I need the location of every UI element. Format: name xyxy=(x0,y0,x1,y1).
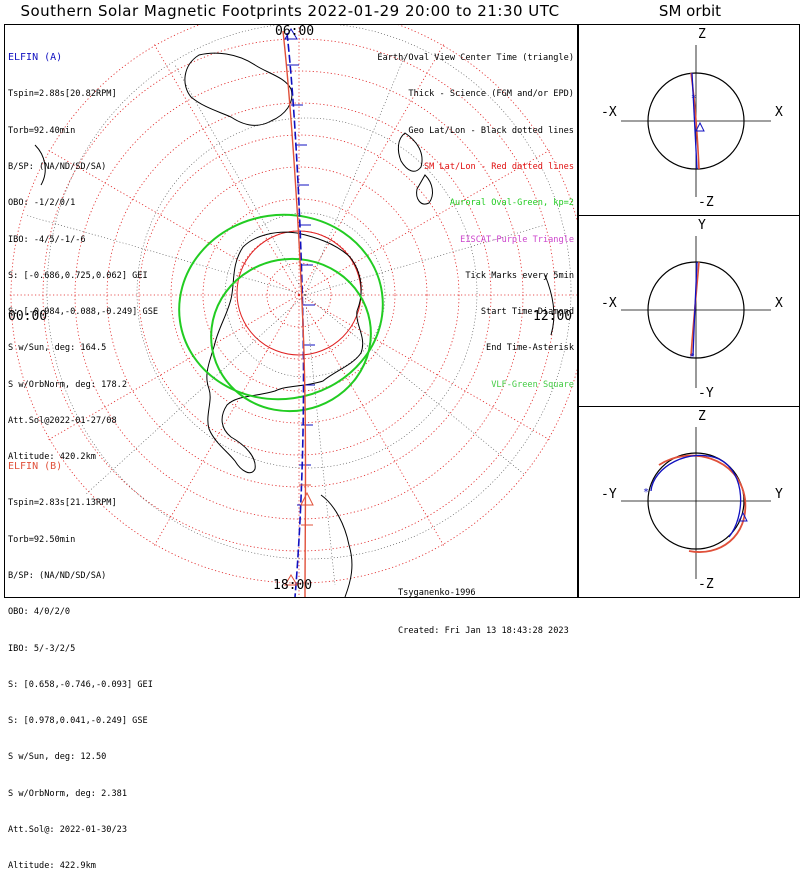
mlt-label-right: 12:00 xyxy=(533,309,573,324)
auroral-ovals xyxy=(178,213,384,413)
mlt-label-left: 00:00 xyxy=(8,309,48,324)
elfin-a-line: OBO: -1/2/0/1 xyxy=(8,198,76,209)
elfin-b-line: B/SP: (NA/ND/SD/SA) xyxy=(8,571,107,582)
elfin-a-line: Torb=92.40min xyxy=(8,125,76,136)
page-title: Southern Solar Magnetic Footprints 2022-… xyxy=(20,2,560,20)
elfin-a-header: ELFIN (A) xyxy=(8,52,63,64)
axis-label-bottom: -Z xyxy=(698,577,714,592)
model-name: Tsyganenko-1996 xyxy=(398,588,476,598)
geo-grid xyxy=(24,25,572,586)
legend-item: Start Time-Diamond xyxy=(480,307,574,318)
auroral-oval-outer xyxy=(178,213,384,401)
elfin-b-line: S: [0.658,-0.746,-0.093] GEI xyxy=(8,679,153,690)
mlt-label-top: 06:00 xyxy=(275,24,315,39)
axis-label-bottom: -Y xyxy=(698,386,714,401)
axis-label-bottom: -Z xyxy=(698,195,714,210)
elfin-b-line: Altitude: 422.9km xyxy=(8,861,96,872)
footprint-map xyxy=(9,25,577,597)
legend-item: Geo Lat/Lon - Black dotted lines xyxy=(408,125,574,136)
elfin-b-line: S: [0.978,0.041,-0.249] GSE xyxy=(8,716,148,727)
legend-item: Thick - Science (FGM and/or EPD) xyxy=(408,89,574,100)
legend-item: Tick Marks every 5min xyxy=(465,270,574,281)
legend-item: End Time-Asterisk xyxy=(486,343,574,354)
axis-label-top: Z xyxy=(698,409,706,424)
elfin-b-line: OBO: 4/0/2/0 xyxy=(8,607,71,618)
elfin-b-line: IBO: 5/-3/2/5 xyxy=(8,643,76,654)
svg-text:*: * xyxy=(689,352,695,363)
sm-orbit-title: SM orbit xyxy=(658,2,722,20)
legend-item: EISCAT-Purple Triangle xyxy=(460,234,574,245)
elfin-b-line: Att.Sol@: 2022-01-30/23 xyxy=(8,825,127,835)
elfin-a-line: IBO: -4/5/-1/-6 xyxy=(8,234,86,245)
elfin-b-line: Torb=92.50min xyxy=(8,534,76,545)
credit: Tsyganenko-1996 Created: Fri Jan 13 18:4… xyxy=(398,562,569,650)
elfin-a-line: B/SP: (NA/ND/SD/SA) xyxy=(8,162,107,173)
coastlines xyxy=(34,52,555,597)
elfin-b-info: ELFIN (B) Tspin=2.83s[21.13RPM] Torb=92.… xyxy=(8,437,153,884)
legend-item: Earth/Oval View Center Time (triangle) xyxy=(377,53,574,64)
sm-orbit-plot-xz: * xyxy=(621,45,771,197)
legend-item: SM Lat/Lon - Red dotted lines xyxy=(423,162,574,173)
axis-label-top: Y xyxy=(698,218,706,233)
axis-label-right: Y xyxy=(775,487,783,502)
axis-label-left: -X xyxy=(601,105,617,120)
elfin-a-line: Tspin=2.88s[20.82RPM] xyxy=(8,89,117,100)
created-timestamp: Created: Fri Jan 13 18:43:28 2023 xyxy=(398,625,569,636)
svg-text:*: * xyxy=(691,94,696,104)
elfin-b-header: ELFIN (B) xyxy=(8,461,63,473)
elfin-a-line: Altitude: 420.2km xyxy=(8,452,96,463)
elfin-a-info: ELFIN (A) Tspin=2.88s[20.82RPM] Torb=92.… xyxy=(8,28,158,475)
axis-label-left: -X xyxy=(601,296,617,311)
sm-orbit-plot-xy: * xyxy=(621,236,771,388)
sm-orbit-plot-yz: * xyxy=(621,427,771,579)
axis-label-left: -Y xyxy=(601,487,617,502)
elfin-a-line: Att.Sol@2022-01-27/08 xyxy=(8,416,117,426)
legend-item: Auroral Oval-Green, kp=2 xyxy=(449,198,574,209)
elfin-a-line: S: [-0.984,-0.088,-0.249] GSE xyxy=(8,307,159,318)
legend-item: VLF-Green Square xyxy=(491,379,574,390)
legend: Earth/Oval View Center Time (triangle) T… xyxy=(377,28,574,403)
elfin-b-line: S w/OrbNorm, deg: 2.381 xyxy=(8,788,127,799)
sm-longitude-lines xyxy=(9,25,577,597)
elfin-a-line: S w/OrbNorm, deg: 178.2 xyxy=(8,379,127,390)
elfin-b-line: S w/Sun, deg: 12.50 xyxy=(8,752,107,763)
axis-label-right: X xyxy=(775,296,783,311)
footprint-map-panel: 06:00 00:00 12:00 18:00 xyxy=(4,24,578,598)
elfin-b-footprint-track xyxy=(282,30,314,597)
mlt-label-bottom: 18:00 xyxy=(273,578,313,593)
sm-orbit-panel-xy: * Y -Y -X X xyxy=(578,215,800,407)
svg-text:*: * xyxy=(643,487,649,498)
elfin-a-line: S: [-0.686,0.725,0.062] GEI xyxy=(8,270,148,281)
axis-label-top: Z xyxy=(698,27,706,42)
sm-orbit-panel-yz: * Z -Z -Y Y xyxy=(578,406,800,598)
sm-orbit-panel-xz: * Z -Z -X X xyxy=(578,24,800,216)
elfin-a-footprint-track xyxy=(284,28,315,597)
elfin-b-line: Tspin=2.83s[21.13RPM] xyxy=(8,498,117,509)
auroral-oval-inner xyxy=(210,257,372,413)
axis-label-right: X xyxy=(775,105,783,120)
elfin-a-line: S w/Sun, deg: 164.5 xyxy=(8,343,107,354)
